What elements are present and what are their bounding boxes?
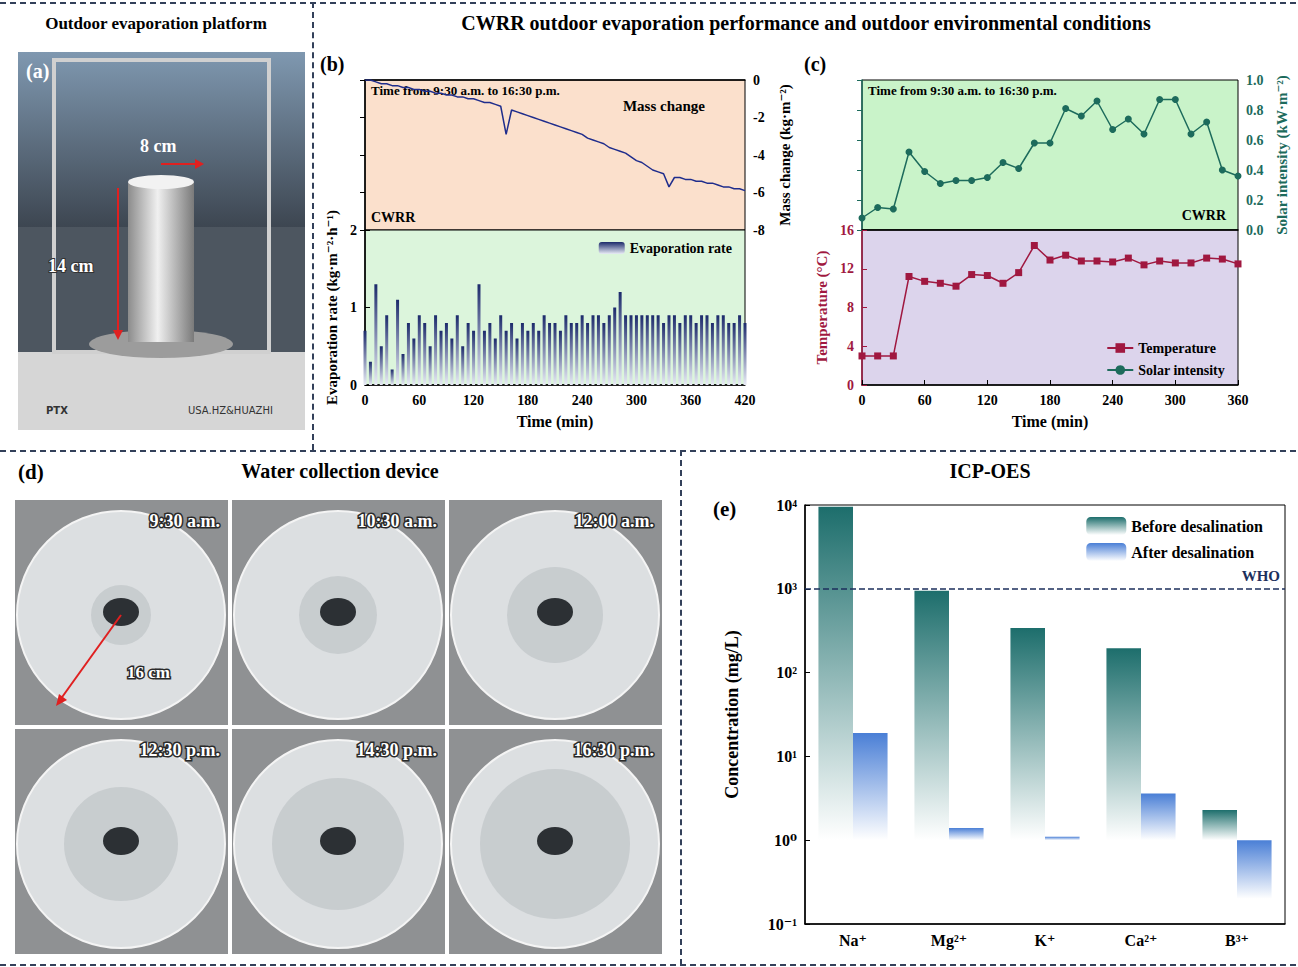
svg-text:PTX: PTX <box>46 405 68 416</box>
svg-text:Before desalination: Before desalination <box>1131 518 1263 535</box>
svg-text:2: 2 <box>350 223 357 238</box>
svg-text:Mass change (kg·m⁻²): Mass change (kg·m⁻²) <box>777 84 794 226</box>
svg-text:Solar intensity (kW·m⁻²): Solar intensity (kW·m⁻²) <box>1274 75 1291 235</box>
svg-text:0: 0 <box>362 393 369 408</box>
svg-text:Mg²⁺: Mg²⁺ <box>931 932 967 950</box>
svg-text:8: 8 <box>847 300 854 315</box>
svg-text:Concentration (mg/L): Concentration (mg/L) <box>722 630 743 798</box>
svg-text:(a): (a) <box>26 60 49 83</box>
svg-text:12:30 p.m.: 12:30 p.m. <box>140 740 221 760</box>
svg-text:1.0: 1.0 <box>1246 73 1264 88</box>
svg-text:9:30 a.m.: 9:30 a.m. <box>150 511 221 531</box>
svg-text:Mass change: Mass change <box>623 98 705 114</box>
svg-text:8 cm: 8 cm <box>140 136 176 156</box>
svg-text:16: 16 <box>840 223 854 238</box>
svg-text:CWRR: CWRR <box>1182 208 1227 223</box>
svg-text:14 cm: 14 cm <box>48 256 93 276</box>
svg-text:0.2: 0.2 <box>1246 193 1264 208</box>
svg-text:K⁺: K⁺ <box>1035 932 1056 949</box>
svg-text:Na⁺: Na⁺ <box>839 932 867 949</box>
svg-text:B³⁺: B³⁺ <box>1225 932 1249 949</box>
svg-text:0.4: 0.4 <box>1246 163 1264 178</box>
svg-text:-6: -6 <box>753 185 765 200</box>
svg-text:360: 360 <box>680 393 701 408</box>
svg-text:(c): (c) <box>804 53 826 76</box>
svg-text:10⁻¹: 10⁻¹ <box>768 916 797 933</box>
svg-text:60: 60 <box>918 393 932 408</box>
svg-text:240: 240 <box>1102 393 1123 408</box>
svg-text:Evaporation rate: Evaporation rate <box>630 241 732 256</box>
svg-text:120: 120 <box>463 393 484 408</box>
svg-text:360: 360 <box>1228 393 1249 408</box>
svg-text:300: 300 <box>1165 393 1186 408</box>
svg-text:0: 0 <box>350 378 357 393</box>
svg-text:WHO: WHO <box>1242 568 1280 584</box>
svg-text:0: 0 <box>847 378 854 393</box>
svg-text:0.0: 0.0 <box>1246 223 1264 238</box>
svg-text:420: 420 <box>735 393 756 408</box>
svg-text:240: 240 <box>572 393 593 408</box>
svg-text:4: 4 <box>847 339 854 354</box>
svg-text:180: 180 <box>1040 393 1061 408</box>
svg-text:Time (min): Time (min) <box>1012 413 1089 431</box>
svg-text:Temperature (°C): Temperature (°C) <box>814 251 831 365</box>
svg-text:10³: 10³ <box>776 580 797 597</box>
svg-text:Time (min): Time (min) <box>517 413 594 431</box>
svg-text:0: 0 <box>859 393 866 408</box>
svg-text:10:30 a.m.: 10:30 a.m. <box>358 511 438 531</box>
html-text:Outdoor evaporation platform: Outdoor evaporation platform <box>45 14 267 33</box>
svg-text:-4: -4 <box>753 148 765 163</box>
svg-text:16 cm: 16 cm <box>127 663 170 682</box>
svg-text:1: 1 <box>350 300 357 315</box>
svg-text:Time from 9:30 a.m. to 16:30 p: Time from 9:30 a.m. to 16:30 p.m. <box>868 83 1057 98</box>
svg-text:300: 300 <box>626 393 647 408</box>
svg-text:10⁴: 10⁴ <box>776 497 797 514</box>
svg-text:-8: -8 <box>753 223 765 238</box>
svg-text:USA.HZ&HUAZHI: USA.HZ&HUAZHI <box>188 405 273 416</box>
svg-text:180: 180 <box>517 393 538 408</box>
svg-text:12: 12 <box>840 261 854 276</box>
svg-text:120: 120 <box>977 393 998 408</box>
svg-text:10¹: 10¹ <box>776 748 797 765</box>
svg-text:10⁰: 10⁰ <box>774 832 797 849</box>
html-text:ICP-OES: ICP-OES <box>949 460 1031 482</box>
svg-text:Solar intensity: Solar intensity <box>1138 363 1224 378</box>
svg-text:Temperature: Temperature <box>1138 341 1216 356</box>
svg-text:0.6: 0.6 <box>1246 133 1264 148</box>
svg-text:After desalination: After desalination <box>1131 544 1254 561</box>
svg-text:-2: -2 <box>753 110 765 125</box>
svg-text:14:30 p.m.: 14:30 p.m. <box>357 740 438 760</box>
svg-text:CWRR: CWRR <box>371 210 416 225</box>
svg-text:(b): (b) <box>320 53 344 76</box>
html-text:CWRR outdoor evaporation perfo: CWRR outdoor evaporation performance and… <box>461 12 1151 34</box>
svg-text:60: 60 <box>412 393 426 408</box>
svg-text:(e): (e) <box>713 497 736 521</box>
svg-text:10²: 10² <box>776 664 797 681</box>
svg-text:Time from 9:30 a.m. to 16:30 p: Time from 9:30 a.m. to 16:30 p.m. <box>371 83 560 98</box>
svg-text:0.8: 0.8 <box>1246 103 1264 118</box>
svg-text:12:00 a.m.: 12:00 a.m. <box>575 511 655 531</box>
svg-text:Ca²⁺: Ca²⁺ <box>1125 932 1158 949</box>
svg-text:Evaporation rate (kg·m⁻²·h⁻¹): Evaporation rate (kg·m⁻²·h⁻¹) <box>324 210 341 405</box>
html-text:Water collection device: Water collection device <box>241 460 439 482</box>
html-text:(d): (d) <box>18 460 44 484</box>
svg-text:16:30 p.m.: 16:30 p.m. <box>574 740 655 760</box>
svg-text:0: 0 <box>753 73 760 88</box>
